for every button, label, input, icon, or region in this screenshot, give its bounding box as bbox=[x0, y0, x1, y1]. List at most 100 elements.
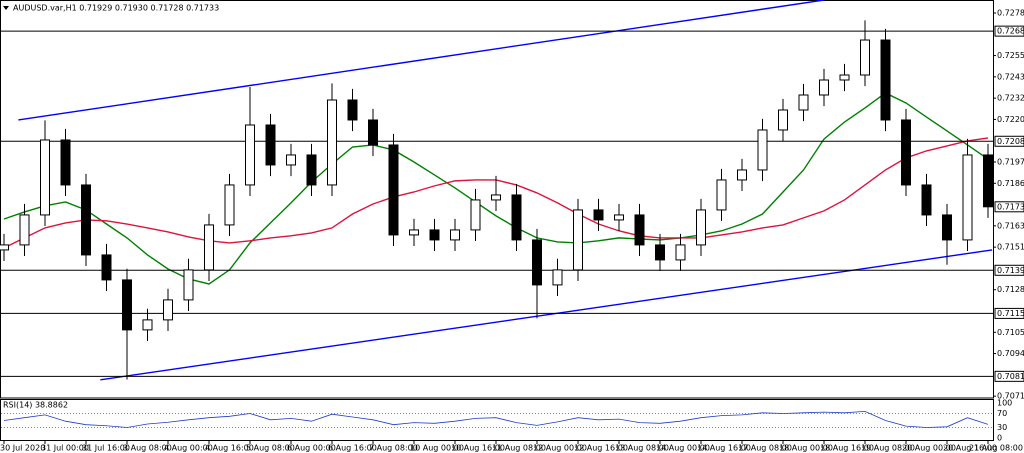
candle-body bbox=[962, 154, 973, 241]
x-tick-label: 11 Aug 08:00 bbox=[492, 444, 546, 453]
x-tick-label: 6 Aug 16:00 bbox=[328, 444, 377, 453]
candle-body bbox=[183, 269, 194, 301]
last-price-box bbox=[994, 201, 1024, 213]
candle-body bbox=[511, 194, 522, 241]
candle-body bbox=[429, 229, 440, 241]
x-tick-label: 20 Aug 16:00 bbox=[943, 444, 997, 453]
candle-body bbox=[757, 129, 768, 171]
rsi-tick-label: 100 bbox=[997, 399, 1012, 408]
candle-body bbox=[675, 244, 686, 261]
candle-body bbox=[921, 184, 932, 216]
y-tick-label: 0.71055 bbox=[997, 328, 1024, 337]
candle-body bbox=[860, 39, 870, 76]
y-tick-label: 0.71975 bbox=[997, 157, 1024, 166]
candle-body bbox=[983, 154, 993, 208]
candle-body bbox=[368, 119, 378, 146]
level-label-box bbox=[994, 135, 1024, 147]
x-tick-label: 14 Aug 16:00 bbox=[697, 444, 751, 453]
x-tick-label: 18 Aug 00:00 bbox=[779, 444, 833, 453]
candle-body bbox=[798, 94, 809, 111]
x-tick-label: 19 Aug 08:00 bbox=[861, 444, 915, 453]
candle-body bbox=[737, 169, 747, 181]
rsi-label: RSI(14) 38.8862 bbox=[3, 401, 68, 410]
level-label-box bbox=[994, 264, 1024, 276]
candle-body bbox=[552, 269, 563, 286]
x-tick-label: 20 Aug 00:00 bbox=[902, 444, 956, 453]
candle-body bbox=[101, 254, 112, 281]
x-tick-label: 10 Aug 00:00 bbox=[410, 444, 464, 453]
candle-body bbox=[347, 99, 358, 121]
candle-body bbox=[470, 199, 481, 231]
candle-body bbox=[60, 139, 71, 186]
level-label: 0.70817 bbox=[997, 372, 1024, 381]
candle-body bbox=[593, 209, 604, 221]
chart-title: AUDUSD.var,H1 0.71929 0.71930 0.71728 0.… bbox=[13, 4, 219, 13]
candle-body bbox=[819, 79, 829, 96]
candle-body bbox=[265, 124, 276, 166]
candle-body bbox=[696, 209, 706, 246]
channel-line bbox=[100, 249, 993, 381]
x-tick-label: 17 Aug 08:00 bbox=[738, 444, 792, 453]
rsi-tick-label: 0 bbox=[997, 434, 1002, 443]
last-price-label: 0.71733 bbox=[997, 202, 1024, 211]
x-tick-label: 21 Aug 08:00 bbox=[969, 444, 1023, 453]
x-tick-label: 6 Aug 00:00 bbox=[287, 444, 336, 453]
level-label-box bbox=[994, 370, 1024, 382]
y-tick-label: 0.70710 bbox=[997, 392, 1024, 401]
main-plot bbox=[0, 0, 993, 381]
x-tick-label: 5 Aug 08:00 bbox=[246, 444, 295, 453]
x-tick-label: 18 Aug 16:00 bbox=[820, 444, 874, 453]
menu-arrow bbox=[3, 6, 9, 10]
x-tick-label: 14 Aug 00:00 bbox=[656, 444, 710, 453]
x-tick-label: 31 Jul 00:00 bbox=[41, 444, 89, 453]
y-tick-label: 0.71515 bbox=[997, 243, 1024, 252]
candle-body bbox=[716, 179, 727, 211]
candle-body bbox=[450, 229, 460, 241]
candle-body bbox=[40, 139, 50, 216]
level-label: 0.71157 bbox=[997, 309, 1024, 318]
rsi-frame bbox=[0, 399, 994, 441]
candle-body bbox=[224, 184, 235, 226]
level-label-box bbox=[994, 307, 1024, 319]
x-tick-label: 4 Aug 16:00 bbox=[205, 444, 254, 453]
moving-average bbox=[3, 92, 989, 285]
candle-body bbox=[163, 299, 173, 321]
channel-line bbox=[18, 0, 825, 121]
y-tick-label: 0.71285 bbox=[997, 285, 1024, 294]
candle-body bbox=[655, 244, 665, 261]
candle-body bbox=[573, 209, 583, 271]
x-tick-label: 13 Aug 08:00 bbox=[615, 444, 669, 453]
main-frame bbox=[0, 0, 994, 399]
candle-body bbox=[839, 74, 850, 81]
x-tick-label: 10 Aug 16:00 bbox=[451, 444, 505, 453]
candle-body bbox=[901, 119, 911, 186]
x-tick-label: 12 Aug 16:00 bbox=[574, 444, 628, 453]
x-tick-label: 7 Aug 08:00 bbox=[369, 444, 418, 453]
candle-body bbox=[81, 184, 91, 256]
y-tick-label: 0.72205 bbox=[997, 115, 1024, 124]
candle-body bbox=[880, 39, 891, 121]
candle-body bbox=[634, 214, 645, 246]
candle-body bbox=[327, 99, 337, 186]
x-tick-label: 30 Jul 2020 bbox=[0, 444, 45, 453]
candle-body bbox=[491, 194, 501, 201]
level-label-box bbox=[994, 25, 1024, 37]
rsi-tick-label: 70 bbox=[997, 409, 1007, 418]
rsi-plot bbox=[1, 410, 993, 428]
candle-body bbox=[614, 214, 624, 221]
candle-body bbox=[122, 279, 132, 331]
x-tick-label: 3 Aug 08:00 bbox=[123, 444, 172, 453]
rsi-line bbox=[3, 410, 989, 428]
x-tick-label: 31 Jul 16:00 bbox=[82, 444, 130, 453]
x-tick-label: 12 Aug 00:00 bbox=[533, 444, 587, 453]
candle-body bbox=[204, 224, 214, 271]
level-label: 0.72087 bbox=[997, 137, 1024, 146]
candle-body bbox=[245, 124, 255, 186]
candle-body bbox=[306, 154, 317, 186]
